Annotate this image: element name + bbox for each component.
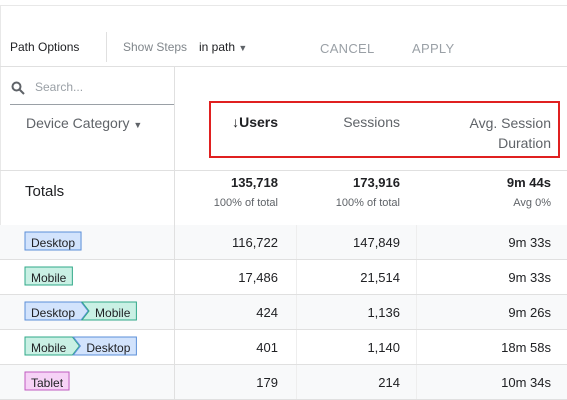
chip-label: Mobile <box>31 271 67 285</box>
cell-value: 424 <box>256 305 278 320</box>
column-divider <box>174 365 175 400</box>
chip-label: Tablet <box>31 376 64 390</box>
path-chip: Mobile <box>24 266 73 286</box>
path-chip: Desktop <box>24 231 82 251</box>
dropdown-arrow: ▼ <box>238 43 248 53</box>
column-divider <box>296 295 297 330</box>
cell-value: 401 <box>256 340 278 355</box>
total-value: 173,916 <box>353 175 400 190</box>
path-chips: Desktop <box>24 231 82 251</box>
row-border <box>0 294 567 295</box>
chip-shape <box>24 301 89 321</box>
column-divider <box>416 260 417 295</box>
cell-value: 9m 26s <box>508 305 551 320</box>
table-row: Tablet 179 214 10m 34s <box>0 365 567 400</box>
apply-button[interactable]: APPLY <box>412 41 455 56</box>
column-divider <box>296 225 297 260</box>
total-subtitle: Avg 0% <box>513 197 551 209</box>
row-border <box>0 259 567 260</box>
chip-label: Desktop <box>31 306 75 320</box>
chip-label: Desktop <box>86 341 130 355</box>
table-row: Desktop Mobile 424 1,136 9m 26s <box>0 295 567 330</box>
steps-value: in path <box>199 40 236 54</box>
table-row: Desktop 116,722 147,849 9m 33s <box>0 225 567 260</box>
column-divider <box>174 225 175 260</box>
path-chips: Desktop Mobile <box>24 301 137 321</box>
dropdown-arrow: ▼ <box>133 120 143 130</box>
path-chip: Mobile <box>24 336 80 356</box>
column-header[interactable]: ↓Users <box>232 114 278 130</box>
column-header[interactable]: Sessions <box>343 114 400 130</box>
row-border <box>0 329 567 330</box>
column-divider <box>174 330 175 365</box>
cell-value: 18m 58s <box>501 340 551 355</box>
search-input[interactable]: Search... <box>35 80 84 94</box>
total-value: 9m 44s <box>506 175 551 190</box>
toolbar-border <box>0 66 567 67</box>
cell-value: 17,486 <box>238 270 278 285</box>
chip-shape <box>24 231 82 251</box>
cell-value: 9m 33s <box>508 235 551 250</box>
cell-value: 147,849 <box>353 235 400 250</box>
chip-shape <box>72 336 137 356</box>
chip-shape <box>24 336 80 356</box>
column-divider <box>174 260 175 295</box>
chip-shape <box>81 301 137 321</box>
cancel-button[interactable]: CANCEL <box>320 41 375 56</box>
column-divider <box>416 330 417 365</box>
cell-value: 1,136 <box>367 305 400 320</box>
path-chip: Desktop <box>24 301 89 321</box>
path-chip: Desktop <box>72 336 137 356</box>
chip-shape <box>24 371 70 391</box>
total-value: 135,718 <box>231 175 278 190</box>
totals-label: Totals <box>25 183 65 200</box>
total-subtitle: 100% of total <box>335 197 400 209</box>
search-icon <box>11 81 25 95</box>
column-divider <box>296 330 297 365</box>
path-chip: Tablet <box>24 371 70 391</box>
column-divider <box>174 295 175 330</box>
dimension-header[interactable]: Device Category ▼ <box>26 115 142 131</box>
chip-label: Desktop <box>31 236 75 250</box>
divider <box>106 32 107 62</box>
column-divider <box>416 365 417 400</box>
row-border <box>0 364 567 365</box>
total-subtitle: 100% of total <box>213 197 278 209</box>
chip-label: Mobile <box>31 341 67 355</box>
table-row: Mobile Desktop 401 1,140 18m 58s <box>0 330 567 365</box>
cell-value: 1,140 <box>367 340 400 355</box>
cell-value: 116,722 <box>231 235 278 250</box>
path-options-tab[interactable]: Path Options <box>10 40 80 54</box>
top-border <box>0 5 567 6</box>
steps-dropdown[interactable]: in path ▼ <box>199 40 247 54</box>
cell-value: 9m 33s <box>508 270 551 285</box>
column-divider <box>416 295 417 330</box>
column-divider <box>296 260 297 295</box>
table-row: Mobile 17,486 21,514 9m 33s <box>0 260 567 295</box>
path-chips: Tablet <box>24 371 70 391</box>
column-divider <box>296 365 297 400</box>
column-divider <box>416 225 417 260</box>
highlight-box <box>209 101 560 158</box>
path-chips: Mobile Desktop <box>24 336 137 356</box>
left-border <box>0 5 1 400</box>
path-chips: Mobile <box>24 266 73 286</box>
header-border <box>0 170 567 171</box>
cell-value: 10m 34s <box>501 375 551 390</box>
search-underline <box>10 104 174 105</box>
path-chip: Mobile <box>81 301 137 321</box>
dimension-label: Device Category <box>26 115 130 131</box>
chip-label: Mobile <box>95 306 131 320</box>
chip-shape <box>24 266 73 286</box>
cell-value: 21,514 <box>360 270 400 285</box>
cell-value: 179 <box>256 375 278 390</box>
show-steps-label: Show Steps <box>123 40 188 54</box>
cell-value: 214 <box>378 375 400 390</box>
column-header[interactable]: Avg. Session Duration <box>469 115 551 151</box>
